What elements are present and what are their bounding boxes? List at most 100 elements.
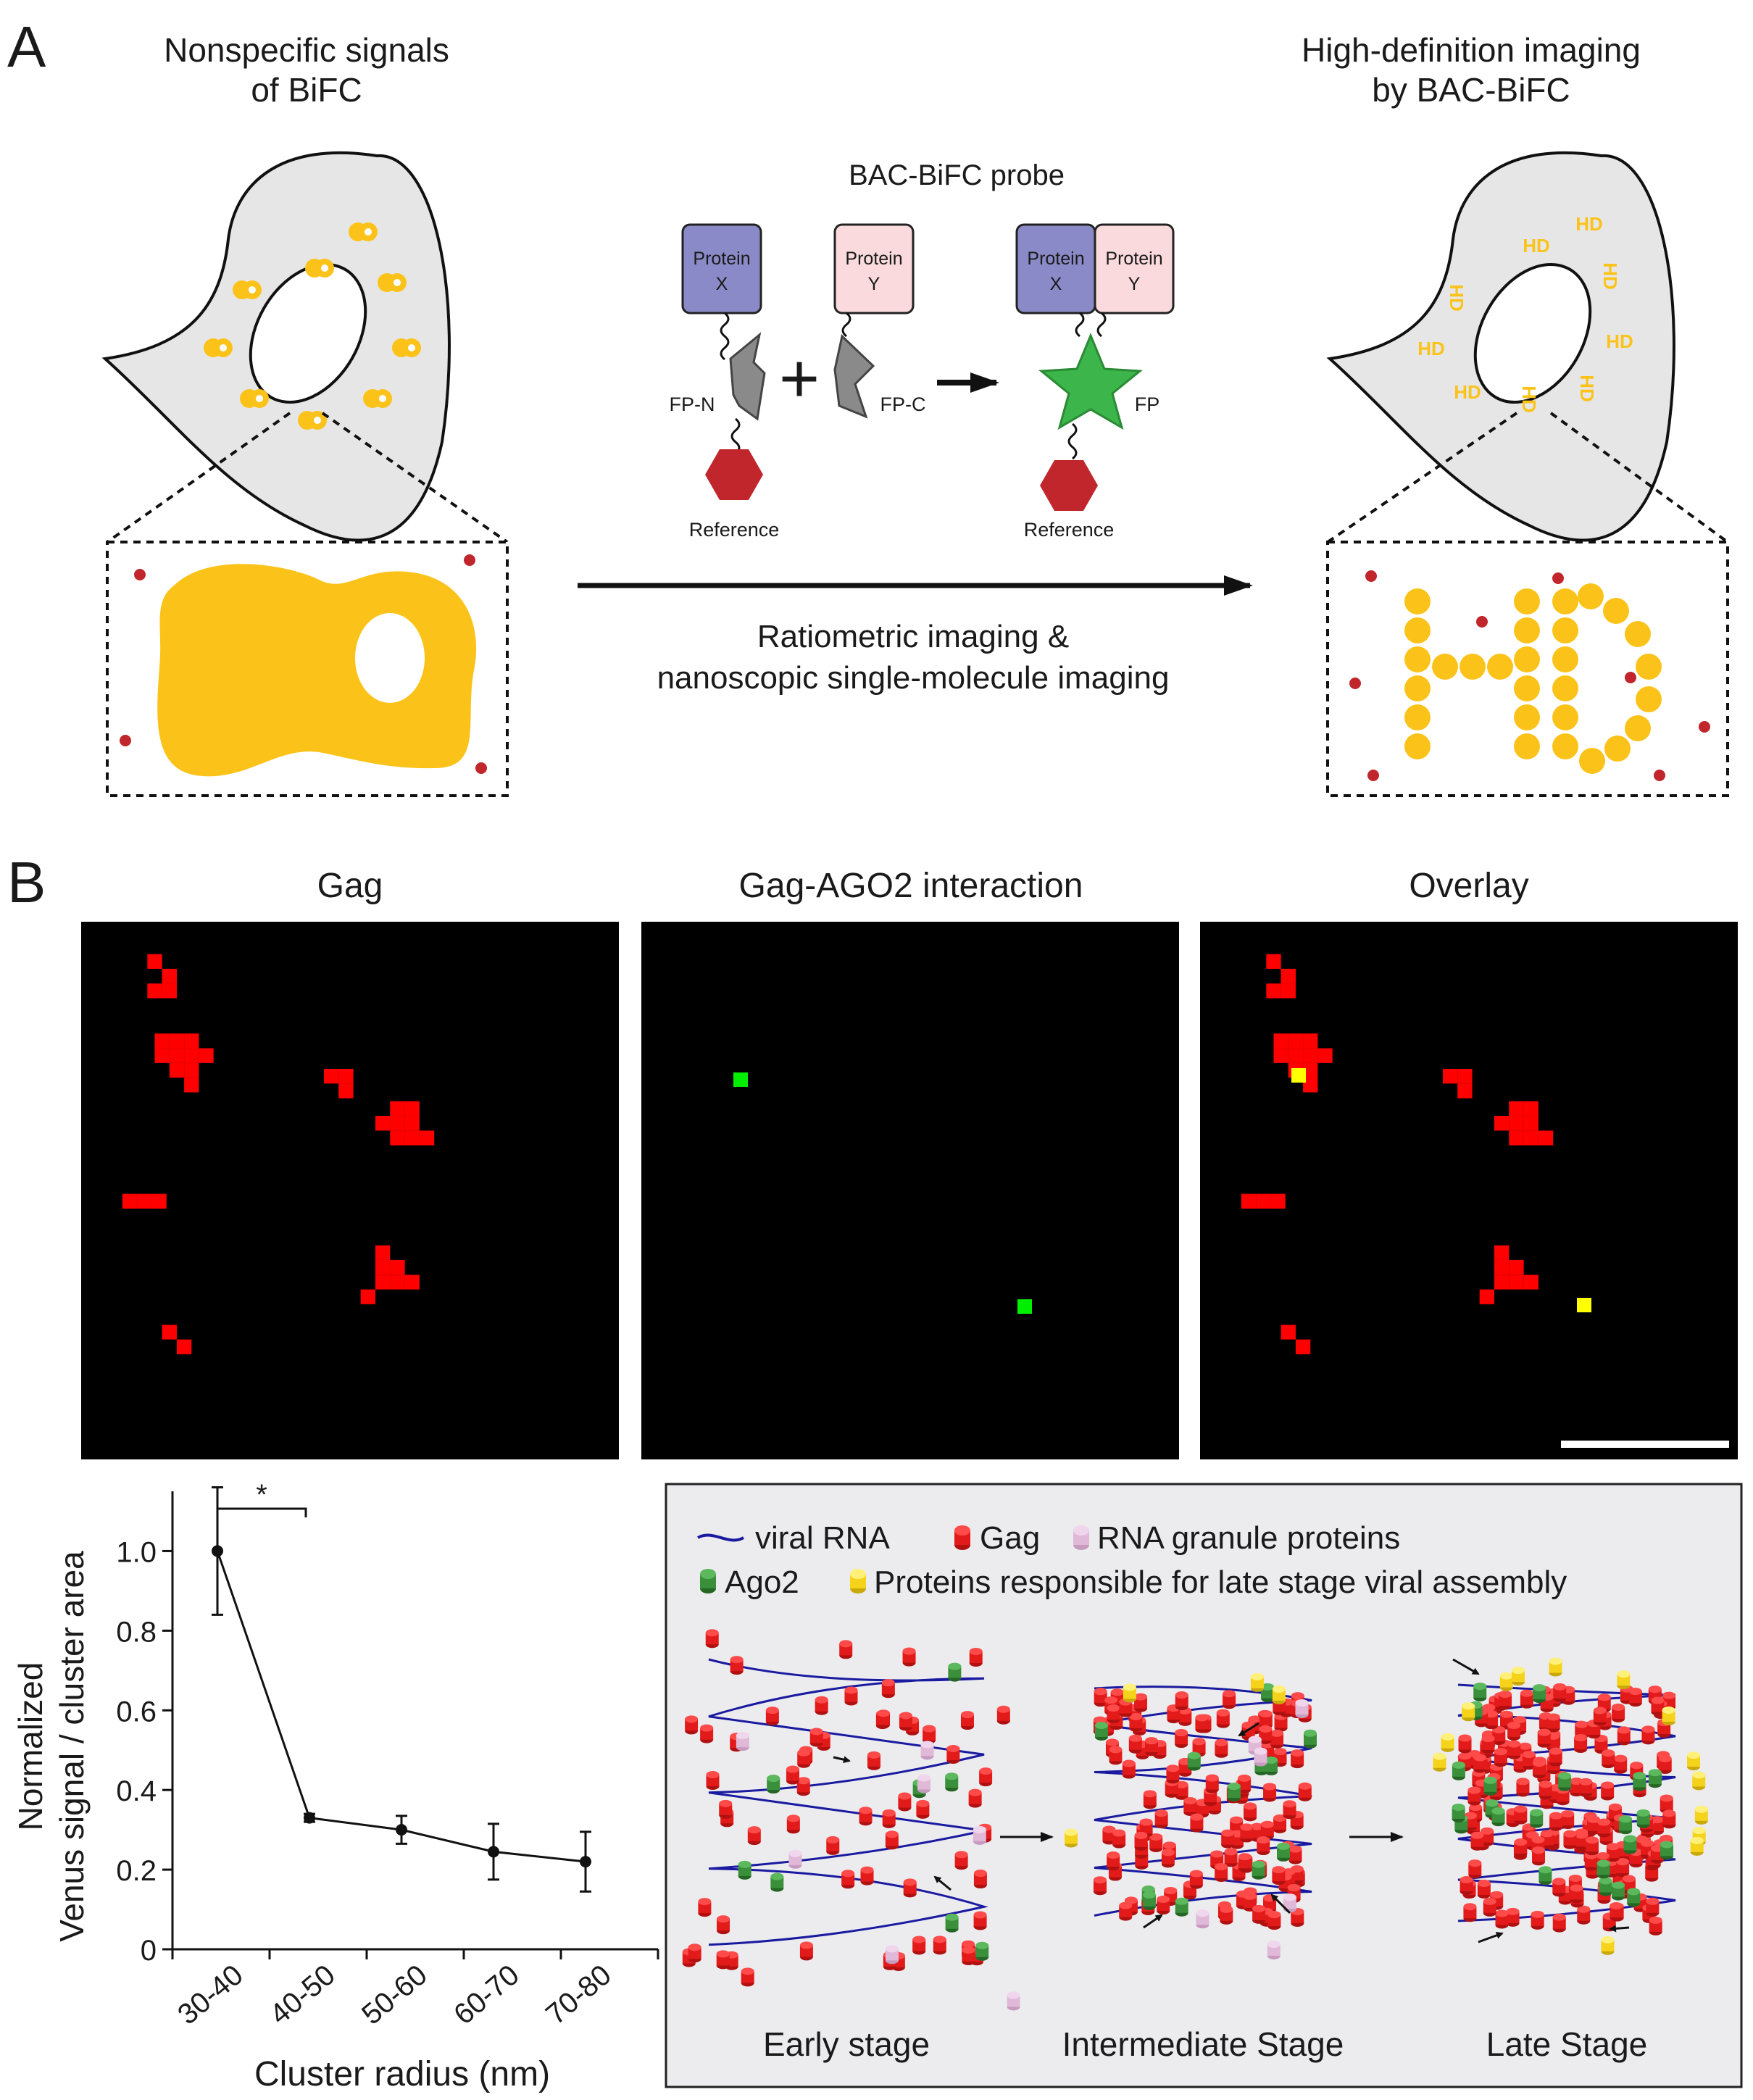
- protein-x-label: Protein: [693, 249, 750, 269]
- gag-molecule: [933, 1936, 946, 1955]
- gag-molecule: [1205, 1774, 1219, 1793]
- gag-pixel: [1523, 1130, 1538, 1146]
- gag-pixel: [169, 1048, 185, 1063]
- gag-molecule: [698, 1898, 712, 1917]
- fp-c-label: FP-C: [880, 393, 926, 415]
- gag-molecule: [1107, 1851, 1120, 1871]
- gag-molecule: [996, 1705, 1010, 1725]
- protein-y-bound-label: Protein: [1105, 249, 1162, 269]
- fp-label: FP: [1135, 393, 1160, 415]
- x-tick-label: 40-50: [264, 1959, 341, 2030]
- ago2-molecule: [1599, 1877, 1612, 1896]
- gag-molecule: [1561, 1810, 1575, 1830]
- hd-dot: [1514, 588, 1540, 614]
- reference-hexagon-bound: [1040, 460, 1098, 511]
- bifc-marker: [204, 338, 233, 357]
- gag-pixel: [375, 1115, 391, 1131]
- reference-label-left: Reference: [689, 519, 780, 541]
- ago2-molecule: [1660, 1841, 1674, 1860]
- stage-label-early: Early stage: [763, 2025, 930, 2063]
- ago2-molecule: [1227, 1783, 1241, 1802]
- protein-x-box-bound: [1015, 223, 1096, 314]
- gag-molecule: [1221, 1829, 1235, 1849]
- reference-dot: [1349, 678, 1361, 689]
- gag-pixel: [1457, 1083, 1473, 1099]
- hd-dot: [1552, 733, 1578, 759]
- gag-molecule: [1597, 1693, 1611, 1713]
- gag-molecule: [685, 1715, 699, 1735]
- bifc-marker: [240, 389, 269, 408]
- late-stage: [1433, 1657, 1708, 1955]
- gag-molecule: [859, 1807, 873, 1826]
- significance-star: *: [256, 1479, 267, 1511]
- ago2-molecule: [945, 1772, 959, 1792]
- ago2-molecule: [1142, 1891, 1156, 1910]
- ago2-molecule: [1648, 1769, 1662, 1788]
- reference-dot: [1699, 721, 1710, 733]
- gag-molecule: [1601, 1781, 1615, 1801]
- gag-molecule: [1272, 1866, 1286, 1886]
- bifc-marker: [298, 411, 327, 430]
- gag-molecule: [786, 1765, 799, 1785]
- gag-molecule: [747, 1826, 761, 1846]
- chart: 0 0.2 0.4 0.6 0.8 1.0 30-40 40-50 50-60 60-70 70-8…: [12, 1479, 659, 2093]
- y-tick-label: 0.2: [116, 1855, 157, 1887]
- gag-molecule: [1291, 1907, 1304, 1927]
- gag-pixel: [404, 1130, 420, 1146]
- gag-molecule: [1220, 1905, 1233, 1925]
- legend-viral-rna: viral RNA: [755, 1520, 890, 1556]
- granule-protein: [1267, 1941, 1281, 1960]
- gag-molecule: [1516, 1778, 1530, 1797]
- gag-molecule: [916, 1799, 930, 1819]
- gag-molecule: [960, 1711, 974, 1730]
- gag-molecule: [1122, 1759, 1136, 1779]
- gag-molecule: [1552, 1878, 1566, 1897]
- gag-molecule: [1494, 1748, 1507, 1767]
- data-point: [488, 1846, 499, 1858]
- gag-pixel: [1317, 1048, 1333, 1063]
- gag-molecule: [877, 1709, 891, 1729]
- gag-molecule: [1549, 1747, 1562, 1767]
- gag-pixel: [154, 1048, 170, 1063]
- gag-molecule: [1492, 1726, 1506, 1746]
- pointer-arrow: [1143, 1914, 1163, 1929]
- gag-molecule: [730, 1656, 744, 1675]
- gag-pixel: [338, 1083, 354, 1099]
- gag-molecule: [1514, 1805, 1528, 1825]
- right-cell: [1326, 151, 1675, 542]
- fp-n-half: [729, 332, 766, 421]
- ago2-molecule: [945, 1913, 959, 1933]
- gag-molecule: [1134, 1693, 1148, 1712]
- intermediate-stage: [1064, 1672, 1317, 1960]
- gag-molecule: [706, 1770, 720, 1790]
- hd-label: HD: [1575, 213, 1603, 235]
- gag-molecule: [1628, 1688, 1642, 1707]
- nonspecific-blob: [157, 564, 477, 777]
- ago2-icon: [700, 1569, 716, 1593]
- gag-pixel: [184, 1078, 199, 1093]
- probe-title: BAC-BiFC probe: [849, 159, 1065, 191]
- reference-dot: [1654, 770, 1665, 781]
- ago2-molecule: [770, 1872, 784, 1892]
- gag-pixel: [1523, 1101, 1538, 1116]
- gag-pixel: [375, 1245, 391, 1260]
- gag-pixel: [1288, 1048, 1304, 1063]
- gag-pixel: [1303, 1062, 1318, 1078]
- interaction-pixel: [733, 1072, 748, 1087]
- gag-molecule: [1215, 1862, 1228, 1882]
- pointer-arrow: [1609, 1925, 1630, 1933]
- granule-protein: [973, 1825, 986, 1845]
- scale-bar: [1561, 1441, 1729, 1448]
- gag-molecule: [1224, 1848, 1238, 1867]
- left-cell: [101, 151, 451, 542]
- gag-molecule: [1189, 1870, 1203, 1889]
- gag-molecule: [688, 1943, 701, 1963]
- gag-molecule: [1473, 1754, 1487, 1773]
- gag-molecule: [1658, 1754, 1672, 1774]
- hd-label: HD: [1523, 235, 1550, 257]
- gag-molecule: [1112, 1829, 1126, 1849]
- late-protein: [1692, 1771, 1706, 1791]
- reference-dot: [475, 762, 487, 774]
- hd-dot: [1404, 733, 1431, 759]
